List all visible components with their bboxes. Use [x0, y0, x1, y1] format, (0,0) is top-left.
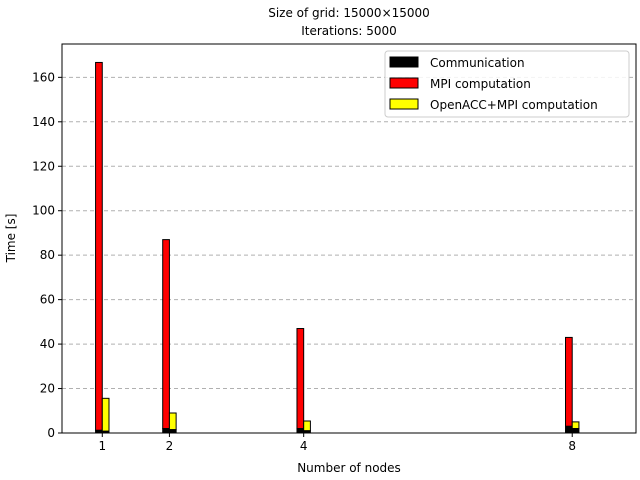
- bar-mpi-computation: [162, 239, 170, 430]
- bar-mpi-computation: [95, 61, 103, 431]
- x-tick-label: 4: [300, 439, 308, 453]
- bar-openacc-computation: [168, 412, 177, 431]
- y-tick-label: 20: [40, 382, 55, 396]
- title-line-1: Size of grid: 15000×15000: [268, 6, 430, 20]
- y-tick-label: 160: [32, 70, 55, 84]
- y-tick-label: 40: [40, 337, 55, 351]
- y-tick-label: 140: [32, 115, 55, 129]
- y-tick-label: 80: [40, 248, 55, 262]
- bar-communication-mpi: [162, 428, 170, 434]
- grid-lines: [62, 76, 636, 390]
- bar-mpi-computation: [565, 336, 573, 427]
- legend-swatch-openacc: [389, 98, 419, 110]
- x-axis-label: Number of nodes: [297, 461, 401, 475]
- y-axis: 0 20 40 60 80 100 120 140 160: [32, 70, 62, 440]
- y-tick-label: 0: [47, 426, 55, 440]
- bar-communication-mpi: [565, 425, 573, 434]
- bar-communication-mpi: [296, 428, 305, 434]
- legend-label-openacc: OpenACC+MPI computation: [430, 98, 598, 112]
- legend-label-mpi: MPI computation: [430, 77, 531, 91]
- legend-frame: [384, 50, 630, 118]
- bar-mpi-computation: [296, 328, 305, 430]
- y-tick-label: 100: [32, 204, 55, 218]
- bar-communication-openacc: [571, 428, 580, 434]
- y-axis-label: Time [s]: [4, 214, 18, 264]
- legend-swatch-mpi: [389, 77, 419, 89]
- bars: [95, 61, 580, 434]
- bar-openacc-computation: [101, 397, 110, 432]
- title-line-2: Iterations: 5000: [301, 24, 397, 38]
- x-tick-label: 2: [166, 439, 174, 453]
- y-tick-label: 120: [32, 159, 55, 173]
- legend-swatch-communication: [389, 56, 419, 68]
- chart-title: Size of grid: 15000×15000 Iterations: 50…: [268, 6, 430, 38]
- bar-openacc-computation: [303, 420, 311, 432]
- bar-communication-openacc: [168, 429, 177, 434]
- x-tick-label: 1: [98, 439, 106, 453]
- y-tick-label: 60: [40, 293, 55, 307]
- x-tick-label: 8: [568, 439, 576, 453]
- x-axis: 1 2 4 8: [98, 433, 576, 453]
- legend-label-communication: Communication: [430, 56, 525, 70]
- plot-frame: [61, 43, 637, 434]
- bar-openacc-computation: [571, 421, 580, 430]
- legend: Communication MPI computation OpenACC+MP…: [384, 50, 630, 118]
